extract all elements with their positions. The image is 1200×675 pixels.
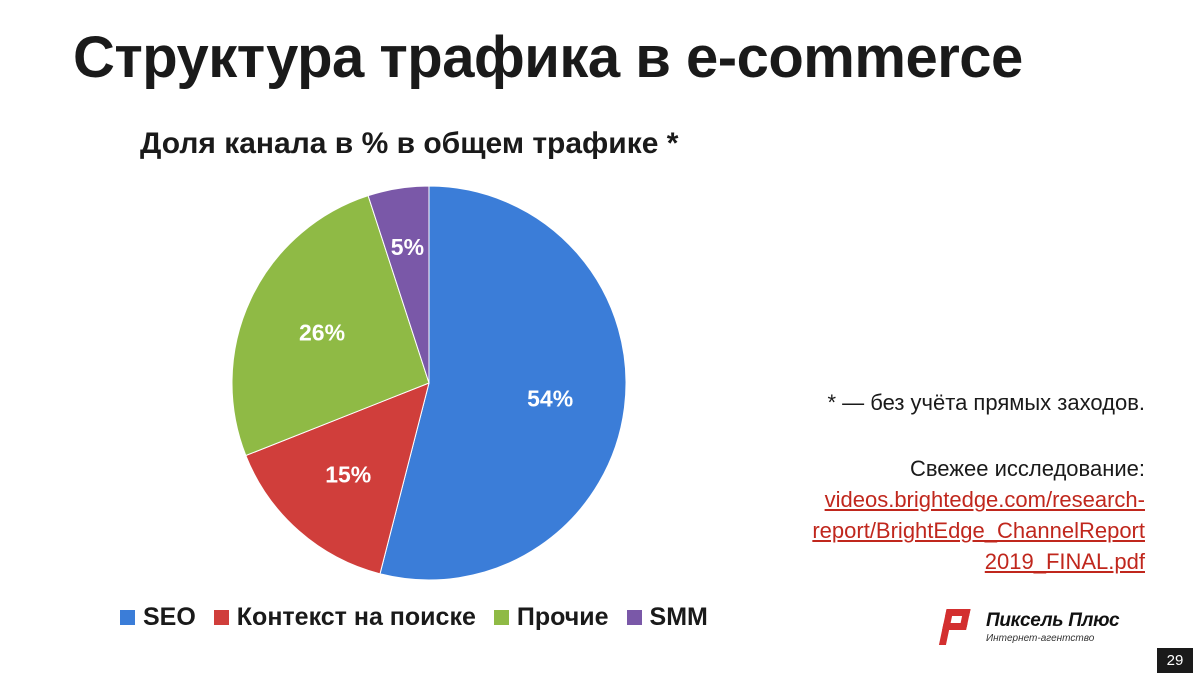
footnote: * — без учёта прямых заходов. <box>827 390 1145 415</box>
slice-data-label: 5% <box>391 234 424 260</box>
slide-title: Структура трафика в e-commerce <box>73 25 1023 90</box>
pie-slice-контекст-на-поиске <box>245 382 430 575</box>
logo-subtitle: Интернет-агентство <box>986 633 1095 644</box>
legend-swatch <box>493 610 509 625</box>
legend-item: SMM <box>626 603 708 632</box>
legend-item: Контекст на поиске <box>213 603 476 632</box>
pie-slice-smm <box>367 185 430 384</box>
legend-label: Прочие <box>516 603 609 631</box>
study-link[interactable]: videos.brightedge.com/research- report/B… <box>812 484 1145 577</box>
company-logo: Пиксель Плюс Интернет-агентство <box>938 607 1120 647</box>
legend-swatch <box>120 610 135 625</box>
legend-swatch <box>213 610 229 625</box>
pie-slice-seo <box>379 185 627 581</box>
study-block: Свежее исследование: videos.brightedge.c… <box>812 453 1145 577</box>
pixel-plus-logo-icon <box>938 609 971 645</box>
legend-item: SEO <box>120 603 196 632</box>
legend-item: Прочие <box>493 603 609 632</box>
slice-data-label: 26% <box>299 320 345 346</box>
page-number: 29 <box>1157 648 1193 673</box>
study-link-line-3: 2019_FINAL.pdf <box>984 549 1145 574</box>
study-label: Свежее исследование: <box>909 456 1145 481</box>
chart-legend: SEO Контекст на поиске Прочие SMM <box>120 603 708 632</box>
legend-label: SMM <box>649 603 708 631</box>
logo-name: Пиксель Плюс <box>986 610 1120 631</box>
chart-title: Доля канала в % в общем трафике * <box>140 127 679 160</box>
legend-label: SEO <box>143 603 196 631</box>
study-link-line-2: report/BrightEdge_ChannelReport <box>812 518 1145 543</box>
legend-swatch <box>626 610 642 625</box>
slice-data-label: 54% <box>527 385 573 411</box>
slice-data-label: 15% <box>325 462 371 488</box>
study-link-line-1: videos.brightedge.com/research- <box>824 487 1145 512</box>
pie-slice-прочие <box>231 195 430 457</box>
legend-label: Контекст на поиске <box>236 603 476 631</box>
